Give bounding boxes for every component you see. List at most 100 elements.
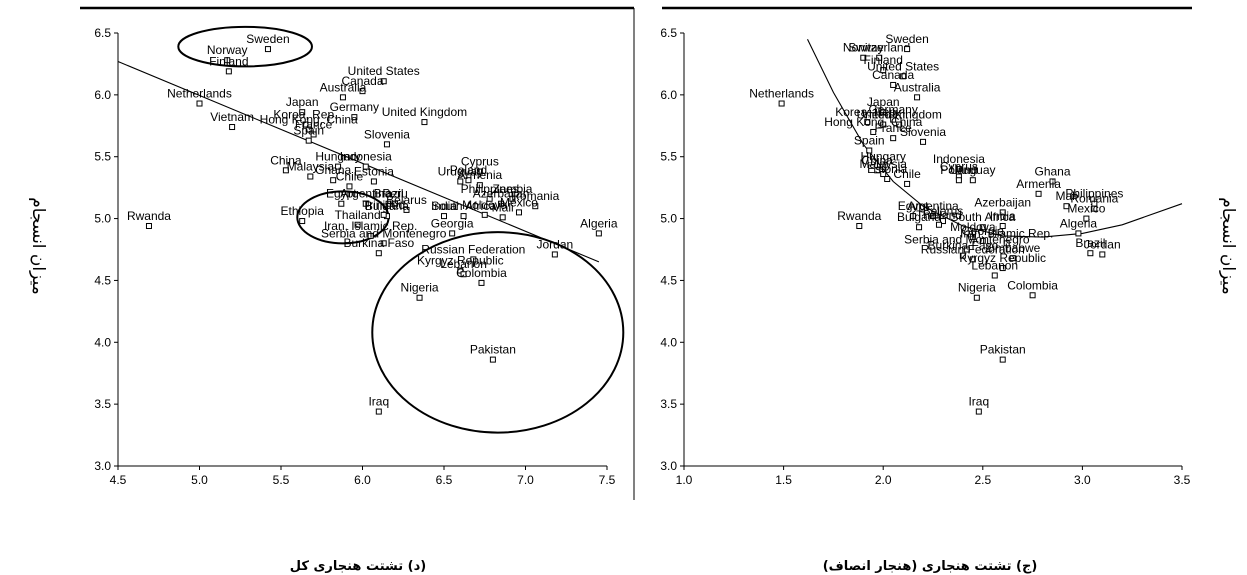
data-point bbox=[1063, 203, 1070, 210]
data-point-label: Uruguay bbox=[438, 164, 483, 178]
data-point-label: Bulgaria bbox=[897, 210, 941, 224]
data-point-label: Nigeria bbox=[401, 281, 439, 295]
data-point-label: Slovenia bbox=[364, 127, 410, 141]
data-point bbox=[880, 163, 887, 170]
data-point-label: Norway bbox=[843, 41, 884, 55]
data-point-label: Russian Federation bbox=[421, 242, 525, 256]
highlight-ellipse bbox=[371, 231, 625, 434]
data-point bbox=[880, 67, 887, 74]
data-point bbox=[890, 135, 897, 142]
y-tick-label: 3.0 bbox=[94, 459, 111, 473]
data-point-label: Jordan bbox=[1084, 237, 1121, 251]
data-point-label: Algeria bbox=[580, 216, 618, 230]
data-point bbox=[979, 237, 986, 244]
data-point bbox=[1099, 251, 1106, 258]
data-point-label: Colombia bbox=[1007, 278, 1058, 292]
data-point-label: Mali bbox=[492, 200, 514, 214]
data-point bbox=[305, 126, 312, 133]
data-point-label: Japan bbox=[286, 95, 319, 109]
x-tick-label: 5.0 bbox=[191, 473, 208, 487]
data-point bbox=[362, 200, 369, 207]
data-point bbox=[866, 147, 873, 154]
data-point-label: Canada bbox=[341, 74, 383, 88]
data-point bbox=[354, 221, 361, 228]
data-point-label: Finland bbox=[209, 54, 248, 68]
data-point-label: Japan bbox=[867, 95, 900, 109]
data-point bbox=[338, 200, 345, 207]
data-point-label: Australia bbox=[320, 80, 367, 94]
data-point-label: Poland bbox=[450, 163, 487, 177]
data-point-label: Netherlands bbox=[167, 87, 232, 101]
data-point bbox=[1083, 215, 1090, 222]
data-point-label: Jordan bbox=[536, 237, 573, 251]
data-point-label: Rwanda bbox=[127, 209, 171, 223]
data-point-label: Hong Kong, China bbox=[824, 115, 922, 129]
data-point bbox=[335, 163, 342, 170]
x-tick-label: 7.5 bbox=[599, 473, 616, 487]
data-point bbox=[532, 203, 539, 210]
plot-marks: 1.0 1.5 2.0 2.5 3.0 3.5 3.0 3.5 4.0 4.5 5.0 5.5 6.0 6… bbox=[660, 26, 1190, 487]
data-point bbox=[914, 94, 921, 101]
data-point bbox=[367, 232, 374, 239]
data-point bbox=[339, 94, 346, 101]
data-point-label: Norway bbox=[207, 43, 248, 57]
data-point-label: Cyprus bbox=[940, 160, 978, 174]
data-point bbox=[509, 195, 516, 202]
data-point bbox=[1091, 205, 1098, 212]
data-point bbox=[1035, 190, 1042, 197]
data-point bbox=[375, 250, 382, 257]
data-point bbox=[476, 168, 483, 175]
data-point bbox=[778, 100, 785, 107]
data-point bbox=[959, 252, 966, 259]
y-tick-label: 6.5 bbox=[94, 26, 111, 40]
data-point-label: Malaysia bbox=[860, 157, 908, 171]
data-point-label: Burkina Faso bbox=[343, 236, 414, 250]
data-point bbox=[595, 230, 602, 237]
data-point bbox=[1075, 230, 1082, 237]
data-point-label: Nigeria bbox=[958, 281, 996, 295]
data-point bbox=[856, 222, 863, 229]
data-point-label: Kyrgyz Republic bbox=[417, 254, 504, 268]
data-point-label: Azerbaijan bbox=[473, 187, 530, 201]
chart-caption: (ج) تشتت هنجاری (هنجار انصاف) bbox=[823, 559, 1038, 574]
data-point-label: India bbox=[431, 199, 457, 213]
data-point bbox=[359, 88, 366, 95]
data-point bbox=[916, 224, 923, 231]
data-point bbox=[470, 256, 477, 263]
data-point bbox=[939, 218, 946, 225]
data-point-label: Malaysia bbox=[287, 160, 335, 174]
data-point bbox=[225, 68, 232, 75]
data-point bbox=[370, 178, 377, 185]
data-point bbox=[346, 183, 353, 190]
data-point-label: Germany bbox=[868, 103, 917, 117]
data-point bbox=[375, 408, 382, 415]
data-point-label: Trinidad bbox=[362, 198, 405, 212]
data-point-label: Iran, Islamic Rep. bbox=[324, 219, 417, 233]
data-point-label: Estonia bbox=[354, 164, 394, 178]
data-point-label: Ghana bbox=[315, 163, 351, 177]
data-point-label: United Kingdom bbox=[856, 108, 941, 122]
data-point bbox=[955, 177, 962, 184]
x-tick-label: 1.5 bbox=[775, 473, 792, 487]
data-point bbox=[457, 178, 464, 185]
data-point bbox=[392, 200, 399, 207]
y-axis-label: میزان انسجام bbox=[1218, 197, 1238, 295]
data-point-label: South Africa bbox=[431, 199, 496, 213]
data-point bbox=[870, 128, 877, 135]
data-point bbox=[385, 200, 392, 207]
data-point-label: Moldova bbox=[462, 198, 508, 212]
data-point-label: Philippines bbox=[461, 182, 519, 196]
trend-line bbox=[117, 60, 600, 263]
x-tick-label: 4.5 bbox=[110, 473, 127, 487]
data-point-label: Slovenia bbox=[900, 125, 946, 139]
data-point-label: Zimbabwe bbox=[985, 241, 1041, 255]
data-point-label: Bulgaria bbox=[365, 199, 409, 213]
data-point-label: China bbox=[270, 153, 302, 167]
data-point-label: Colombia bbox=[456, 266, 507, 280]
data-point bbox=[499, 214, 506, 221]
data-point bbox=[478, 279, 485, 286]
data-point-label: Zambia bbox=[492, 182, 532, 196]
data-point bbox=[910, 213, 917, 220]
data-point-label: Argentina bbox=[340, 187, 392, 201]
